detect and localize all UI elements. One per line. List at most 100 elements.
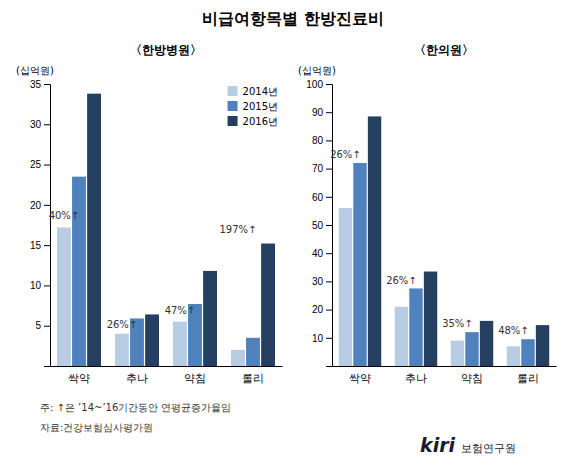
y-tick-label: 70 xyxy=(312,163,324,174)
y-tick: 50 xyxy=(312,220,332,231)
annotations: 26%↑ 26%↑ 35%↑ 48%↑ xyxy=(330,149,529,336)
y-tick-label: 50 xyxy=(312,220,324,231)
y-tick: 10 xyxy=(312,333,332,344)
chart-container: 비급여항목별 한방진료비〈한방병원〉(십억원)5101520253035싹약추나… xyxy=(0,0,586,475)
y-tick-label: 30 xyxy=(30,119,42,130)
y-tick: 70 xyxy=(312,163,332,174)
y-tick: 10 xyxy=(30,280,50,291)
y-tick-mark xyxy=(44,124,50,125)
legend-item: 2014년 xyxy=(228,86,278,97)
bar xyxy=(261,244,275,366)
bar xyxy=(72,177,86,366)
x-tick: 추나 xyxy=(405,372,427,384)
legend-swatch xyxy=(228,101,238,111)
x-tick-label: 롤리 xyxy=(242,372,264,384)
x-axis: 싹약추나약침롤리 xyxy=(51,367,283,384)
chart-panel: 〈한의원〉(십억원)102030405060708090100싹약추나약침롤리2… xyxy=(298,43,557,384)
legend-item: 2015년 xyxy=(228,101,278,112)
footer: 주: ↑은 ’14~’16기간동안 연평균증가율임자료:건강보험심사평가원 kir… xyxy=(40,402,516,456)
legend-swatch xyxy=(228,86,238,96)
bar xyxy=(353,163,366,366)
y-tick-label: 25 xyxy=(30,159,42,170)
annotation: 26%↑ xyxy=(107,319,138,330)
y-tick-label: 80 xyxy=(312,135,324,146)
y-tick-mark xyxy=(326,140,332,141)
y-tick-mark xyxy=(326,112,332,113)
legend-label: 2014년 xyxy=(243,86,278,97)
y-tick: 30 xyxy=(312,276,332,287)
y-tick: 20 xyxy=(312,304,332,315)
x-tick-label: 싹약 xyxy=(349,372,371,384)
y-axis: 102030405060708090100 xyxy=(306,79,332,367)
bar xyxy=(145,314,159,366)
chart-title: 비급여항목별 한방진료비 xyxy=(202,9,384,28)
y-tick-mark xyxy=(326,310,332,311)
y-tick-mark xyxy=(326,169,332,170)
bar-series xyxy=(368,116,549,366)
bar xyxy=(424,272,437,366)
annotation: 26%↑ xyxy=(330,149,361,160)
y-axis-title: (십억원) xyxy=(16,65,54,76)
bar xyxy=(203,271,217,366)
x-tick: 추나 xyxy=(126,372,148,384)
y-tick: 15 xyxy=(30,240,50,251)
x-axis: 싹약추나약침롤리 xyxy=(333,367,557,384)
legend: 2014년 2015년 2016년 xyxy=(228,86,278,127)
y-tick-label: 10 xyxy=(30,280,42,291)
y-tick: 5 xyxy=(35,320,50,331)
y-tick: 20 xyxy=(30,200,50,211)
y-axis-line xyxy=(44,85,51,367)
y-tick: 30 xyxy=(30,119,50,130)
annotation: 197%↑ xyxy=(219,224,256,235)
bar xyxy=(246,338,260,366)
bar xyxy=(395,307,408,366)
bar xyxy=(57,227,71,366)
y-tick-mark xyxy=(326,253,332,254)
annotations: 40%↑ 26%↑ 47%↑ 197%↑ xyxy=(49,210,257,330)
y-tick-label: 35 xyxy=(30,79,42,90)
y-tick-mark xyxy=(326,197,332,198)
bars xyxy=(57,94,275,366)
annotation: 47%↑ xyxy=(165,305,196,316)
annotation: 40%↑ xyxy=(49,210,80,221)
bar xyxy=(451,341,464,366)
legend-label: 2016년 xyxy=(243,116,278,127)
annotation: 48%↑ xyxy=(498,325,529,336)
y-tick: 60 xyxy=(312,192,332,203)
y-tick-label: 30 xyxy=(312,276,324,287)
bar xyxy=(480,321,493,366)
logo: kiri xyxy=(420,434,456,456)
x-tick-label: 약침 xyxy=(461,372,483,384)
x-tick: 약침 xyxy=(461,372,483,384)
y-tick: 80 xyxy=(312,135,332,146)
legend-label: 2015년 xyxy=(243,101,278,112)
subtitle: 〈한방병원〉 xyxy=(130,43,202,57)
bar xyxy=(368,116,381,366)
bar xyxy=(339,208,352,366)
x-tick-label: 추나 xyxy=(126,372,148,384)
y-tick-mark xyxy=(326,225,332,226)
y-tick-mark xyxy=(44,205,50,206)
x-tick-label: 추나 xyxy=(405,372,427,384)
y-tick-mark xyxy=(326,84,332,85)
y-tick: 35 xyxy=(30,79,50,90)
y-tick: 25 xyxy=(30,159,50,170)
bar xyxy=(231,350,245,366)
bar-series xyxy=(87,94,275,366)
annotation: 35%↑ xyxy=(442,318,473,329)
logo-text: 보험연구원 xyxy=(461,442,516,455)
y-tick-mark xyxy=(44,285,50,286)
y-axis-title: (십억원) xyxy=(298,65,336,76)
y-tick: 90 xyxy=(312,107,332,118)
bar xyxy=(409,288,422,366)
y-tick-label: 60 xyxy=(312,192,324,203)
bar xyxy=(115,334,129,366)
y-tick-mark xyxy=(326,338,332,339)
y-tick-label: 40 xyxy=(312,248,324,259)
x-tick: 싹약 xyxy=(349,372,371,384)
chart-panel: 비급여항목별 한방진료비〈한방병원〉(십억원)5101520253035싹약추나… xyxy=(16,9,384,384)
annotation: 26%↑ xyxy=(386,275,417,286)
bars xyxy=(339,116,549,366)
footnote: 주: ↑은 ’14~’16기간동안 연평균증가율임 xyxy=(40,402,231,413)
footnote: 자료:건강보험심사평가원 xyxy=(40,422,153,433)
